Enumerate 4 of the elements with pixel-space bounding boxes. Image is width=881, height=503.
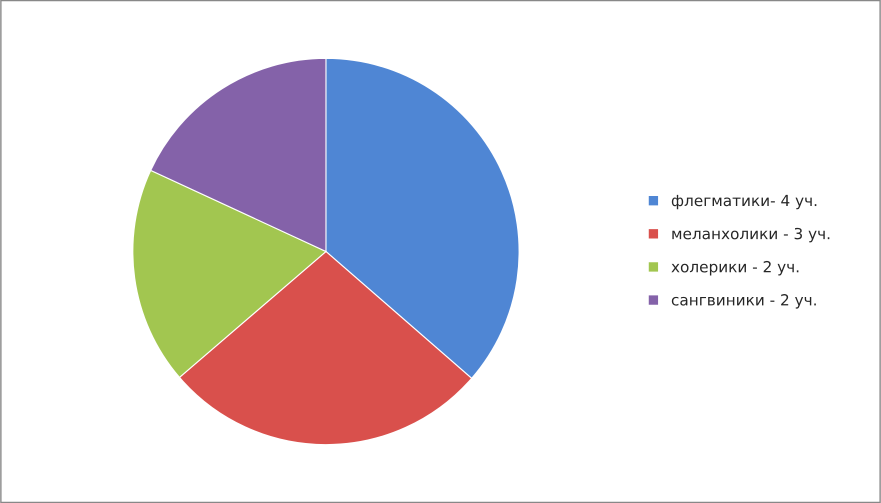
legend-label: флегматики- 4 уч. [672,194,816,210]
legend-label: холерики - 2 уч. [671,260,798,276]
legend-label: сангвиники - 2 уч. [672,294,816,309]
legend-label: меланхолики - 3 уч. [672,228,830,242]
